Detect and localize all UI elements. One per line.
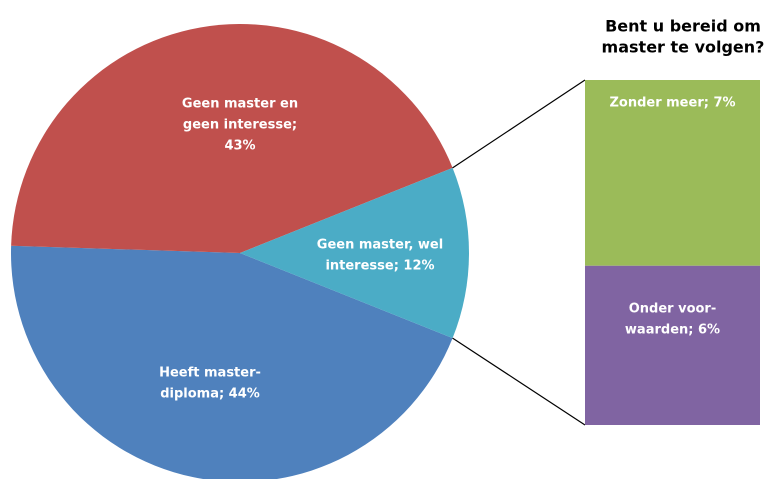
- pie-slice: [240, 167, 469, 339]
- pie-label: interesse; 12%: [325, 259, 434, 274]
- pie-slice: [11, 245, 453, 479]
- chart-title: Bent u bereid om: [605, 17, 761, 36]
- pie-label: geen interesse;: [183, 118, 297, 133]
- pie-label: Geen master en: [182, 97, 298, 112]
- pie-label: Geen master, wel: [317, 238, 443, 253]
- pie-label: 43%: [224, 139, 255, 154]
- bar-label: Zonder meer; 7%: [609, 96, 735, 111]
- bar-label: Onder voor-: [629, 301, 717, 316]
- pie-label: Heeft master-: [159, 366, 261, 381]
- connector: [452, 79, 586, 169]
- bar-label: waarden; 6%: [625, 322, 720, 337]
- connector: [452, 337, 586, 426]
- chart-title: master te volgen?: [602, 38, 765, 57]
- bar-segment: [585, 265, 760, 425]
- pie-label: diploma; 44%: [160, 387, 260, 402]
- bar-segment: [585, 80, 760, 266]
- pie-slice: [11, 24, 453, 253]
